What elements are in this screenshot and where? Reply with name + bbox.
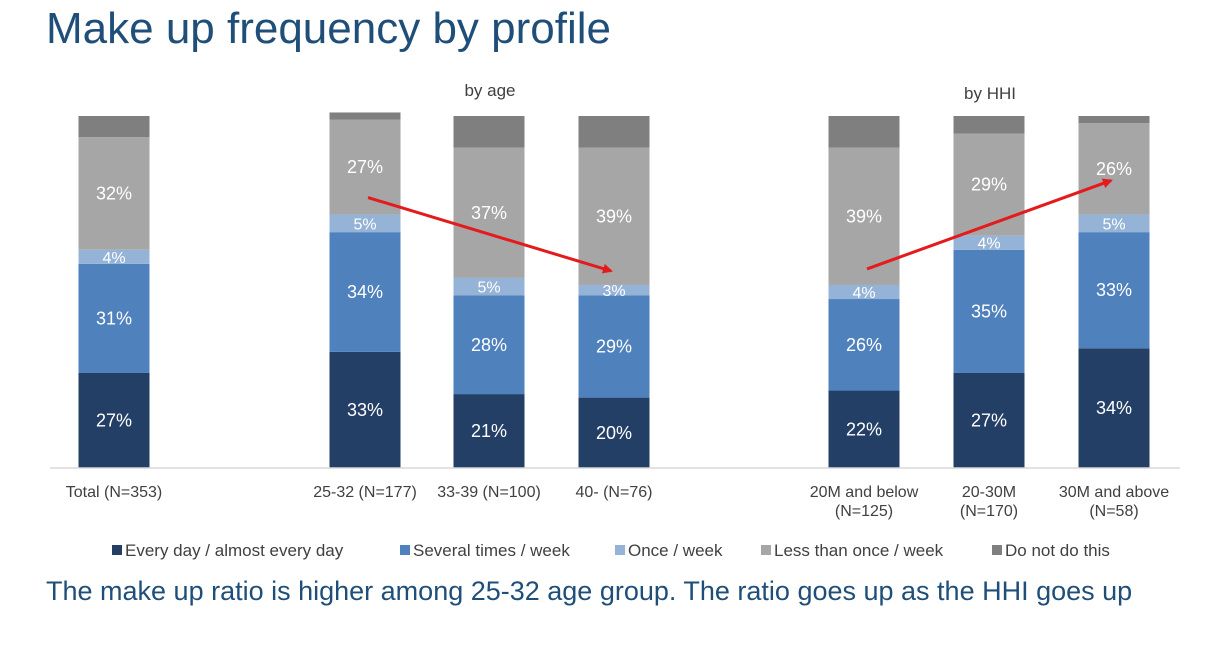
x-tick-label: (N=170) — [960, 503, 1018, 520]
bar-segment — [828, 284, 900, 300]
bar-segment — [953, 116, 1025, 134]
bar-segment — [453, 147, 525, 278]
legend-swatch — [112, 545, 122, 555]
bar-segment — [828, 390, 900, 468]
data-label: 27% — [971, 410, 1007, 430]
legend-label: Every day / almost every day — [125, 541, 344, 560]
data-label: 29% — [596, 337, 632, 357]
bar-segment — [78, 372, 150, 468]
bar-segment — [828, 299, 900, 391]
data-label: 5% — [353, 216, 376, 233]
x-tick-label: 20-30M — [962, 484, 1016, 501]
data-label: 4% — [977, 236, 1000, 253]
bar-segment — [1078, 214, 1150, 233]
data-label: 21% — [471, 421, 507, 441]
bar-segment — [953, 372, 1025, 468]
page-title: Make up frequency by profile — [46, 4, 611, 53]
bar-segment — [953, 235, 1025, 250]
legend-swatch — [615, 545, 625, 555]
data-label: 31% — [96, 308, 132, 328]
bar-segment — [329, 119, 401, 215]
legend-label: Less than once / week — [774, 541, 944, 560]
x-tick-label: 30M and above — [1059, 484, 1169, 501]
bar-segment — [78, 116, 150, 138]
bar-segment — [1078, 348, 1150, 468]
data-label: 33% — [1096, 280, 1132, 300]
bar-segment — [78, 249, 150, 264]
legend-swatch — [992, 545, 1002, 555]
x-tick-label: 25-32 (N=177) — [313, 484, 417, 501]
data-label: 35% — [971, 301, 1007, 321]
data-label: 4% — [102, 250, 125, 267]
legend-swatch — [761, 545, 771, 555]
data-label: 3% — [602, 283, 625, 300]
bar-segment — [953, 249, 1025, 373]
bar-segment — [329, 232, 401, 352]
footer-conclusion: The make up ratio is higher among 25-32 … — [46, 576, 1133, 606]
bar-segment — [453, 295, 525, 395]
x-tick-label: 40- (N=76) — [576, 484, 653, 501]
bar-segment — [329, 214, 401, 233]
data-label: 34% — [1096, 398, 1132, 418]
group-label-by-hhi: by HHI — [964, 84, 1016, 103]
data-label: 32% — [96, 183, 132, 203]
x-tick-label: 20M and below — [810, 484, 919, 501]
stacked-bar-chart: 27% 31% 4% 32% 33% 34% 5% 27% 21% 28% 5% 37% 20% 29% 3… — [50, 81, 1180, 560]
legend-label: Once / week — [628, 541, 723, 560]
bar-segment — [1078, 123, 1150, 215]
data-label: 26% — [1096, 159, 1132, 179]
bar-segment — [78, 137, 150, 250]
data-label: 22% — [846, 419, 882, 439]
bar-segment — [578, 397, 650, 468]
data-label: 5% — [1102, 216, 1125, 233]
bar-segment — [953, 133, 1025, 236]
legend-label: Several times / week — [413, 541, 570, 560]
data-label: 27% — [96, 410, 132, 430]
data-label: 5% — [477, 280, 500, 297]
bar-segment — [329, 112, 401, 120]
bar-segment — [578, 116, 650, 148]
bar-segment — [578, 295, 650, 398]
data-label: 33% — [347, 400, 383, 420]
x-tick-label: (N=125) — [835, 503, 893, 520]
bar-segment — [78, 263, 150, 373]
bar-segment — [453, 394, 525, 468]
data-label: 39% — [846, 206, 882, 226]
data-label: 37% — [471, 203, 507, 223]
bar-segment — [578, 284, 650, 296]
legend-label: Do not do this — [1005, 541, 1110, 560]
data-label: 27% — [347, 157, 383, 177]
data-label: 29% — [971, 175, 1007, 195]
data-label: 28% — [471, 335, 507, 355]
data-label: 20% — [596, 423, 632, 443]
data-label: 26% — [846, 335, 882, 355]
legend-swatch — [400, 545, 410, 555]
bar-segment — [1078, 116, 1150, 124]
x-tick-label: Total (N=353) — [66, 484, 163, 501]
bar-segment — [828, 116, 900, 148]
data-label: 4% — [852, 285, 875, 302]
bar-segment — [329, 351, 401, 468]
data-label: 39% — [596, 206, 632, 226]
x-tick-label: (N=58) — [1089, 503, 1138, 520]
x-tick-label: 33-39 (N=100) — [437, 484, 541, 501]
legend: Every day / almost every day Several time… — [112, 541, 1110, 560]
trend-arrow — [367, 196, 613, 274]
group-label-by-age: by age — [464, 81, 515, 100]
bar-segment — [1078, 232, 1150, 349]
bar-segment — [453, 116, 525, 148]
bar-segment — [453, 277, 525, 296]
bar-segment — [578, 147, 650, 285]
trend-arrow — [866, 178, 1113, 271]
data-label: 34% — [347, 282, 383, 302]
